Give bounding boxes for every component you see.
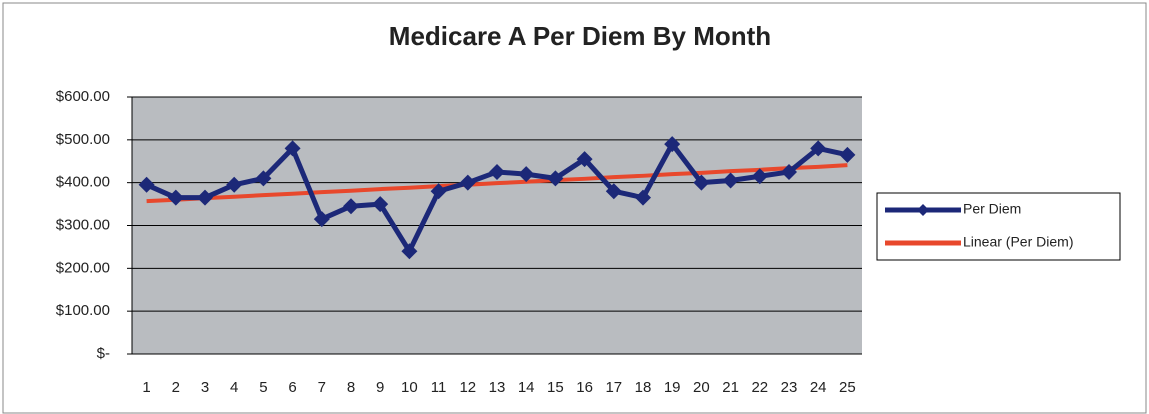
chart-title: Medicare A Per Diem By Month bbox=[389, 21, 771, 51]
x-tick-label: 17 bbox=[605, 379, 622, 396]
data-marker bbox=[138, 176, 155, 193]
x-tick-label: 11 bbox=[431, 379, 447, 396]
data-marker bbox=[781, 163, 797, 180]
data-marker bbox=[518, 166, 535, 183]
data-marker bbox=[722, 172, 739, 189]
data-marker bbox=[459, 174, 476, 191]
y-tick-label: $400.00 bbox=[56, 174, 110, 191]
trend-line bbox=[146, 163, 848, 204]
y-tick-label: $300.00 bbox=[56, 216, 110, 233]
data-marker bbox=[810, 140, 827, 157]
data-marker bbox=[839, 146, 856, 163]
data-marker bbox=[664, 136, 681, 153]
x-tick-label: 5 bbox=[259, 379, 267, 396]
x-tick-label: 6 bbox=[288, 379, 296, 396]
data-marker bbox=[167, 189, 184, 206]
y-tick-label: $500.00 bbox=[56, 131, 110, 148]
data-marker bbox=[255, 170, 272, 187]
data-marker bbox=[313, 211, 330, 228]
data-marker bbox=[197, 189, 213, 206]
data-marker bbox=[343, 198, 359, 215]
y-tick-label: $- bbox=[97, 345, 110, 362]
legend-label: Per Diem bbox=[963, 201, 1021, 217]
x-tick-label: 18 bbox=[635, 379, 652, 396]
y-tick-label: $200.00 bbox=[56, 259, 110, 276]
x-tick-label: 15 bbox=[547, 379, 564, 396]
data-marker bbox=[547, 170, 564, 187]
x-tick-label: 21 bbox=[722, 379, 739, 396]
y-tick-label: $100.00 bbox=[56, 302, 110, 319]
x-tick-label: 22 bbox=[751, 379, 768, 396]
legend-label: Linear (Per Diem) bbox=[963, 234, 1073, 250]
data-marker bbox=[489, 163, 505, 180]
data-marker bbox=[401, 243, 418, 260]
x-tick-label: 9 bbox=[376, 379, 384, 396]
x-tick-label: 24 bbox=[810, 379, 827, 396]
data-marker bbox=[751, 168, 768, 185]
x-tick-label: 20 bbox=[693, 379, 710, 396]
data-marker bbox=[693, 174, 710, 191]
x-tick-label: 14 bbox=[518, 379, 535, 396]
x-tick-label: 23 bbox=[781, 379, 798, 396]
x-tick-label: 3 bbox=[201, 379, 209, 396]
x-tick-label: 10 bbox=[401, 379, 418, 396]
data-marker bbox=[430, 183, 447, 200]
data-marker bbox=[284, 140, 301, 157]
x-tick-label: 2 bbox=[172, 379, 180, 396]
data-marker bbox=[576, 151, 593, 168]
data-marker bbox=[635, 189, 651, 206]
data-marker bbox=[226, 176, 243, 193]
x-tick-label: 12 bbox=[459, 379, 476, 396]
x-tick-label: 25 bbox=[839, 379, 856, 396]
y-tick-label: $600.00 bbox=[56, 88, 110, 105]
x-tick-label: 1 bbox=[142, 379, 150, 396]
x-tick-label: 16 bbox=[576, 379, 593, 396]
legend-marker bbox=[917, 204, 929, 216]
x-tick-label: 7 bbox=[318, 379, 326, 396]
x-tick-label: 8 bbox=[347, 379, 355, 396]
data-marker bbox=[605, 183, 622, 200]
data-marker bbox=[372, 196, 389, 213]
x-tick-label: 4 bbox=[230, 379, 238, 396]
x-tick-label: 13 bbox=[489, 379, 506, 396]
legend-box bbox=[876, 192, 1121, 261]
x-tick-label: 19 bbox=[664, 379, 681, 396]
